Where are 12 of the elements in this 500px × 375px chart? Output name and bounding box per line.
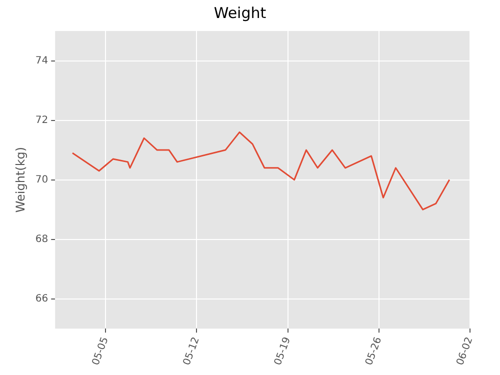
y-tick-label: 68 xyxy=(35,234,48,245)
chart-title: Weight xyxy=(214,4,266,22)
y-tick-label: 70 xyxy=(35,174,48,186)
y-axis-title: Weight(kg) xyxy=(13,146,28,213)
x-tick-label: 06-02 xyxy=(454,336,476,367)
y-tick-label: 66 xyxy=(35,293,48,304)
y-tick-label: 72 xyxy=(35,114,48,126)
x-tick-label: 05-19 xyxy=(272,336,294,367)
x-tick-label: 05-26 xyxy=(364,336,384,367)
y-tick-label: 74 xyxy=(35,55,48,66)
x-tick-label: 05-12 xyxy=(182,336,202,367)
x-tick-label: 05-05 xyxy=(90,336,111,367)
